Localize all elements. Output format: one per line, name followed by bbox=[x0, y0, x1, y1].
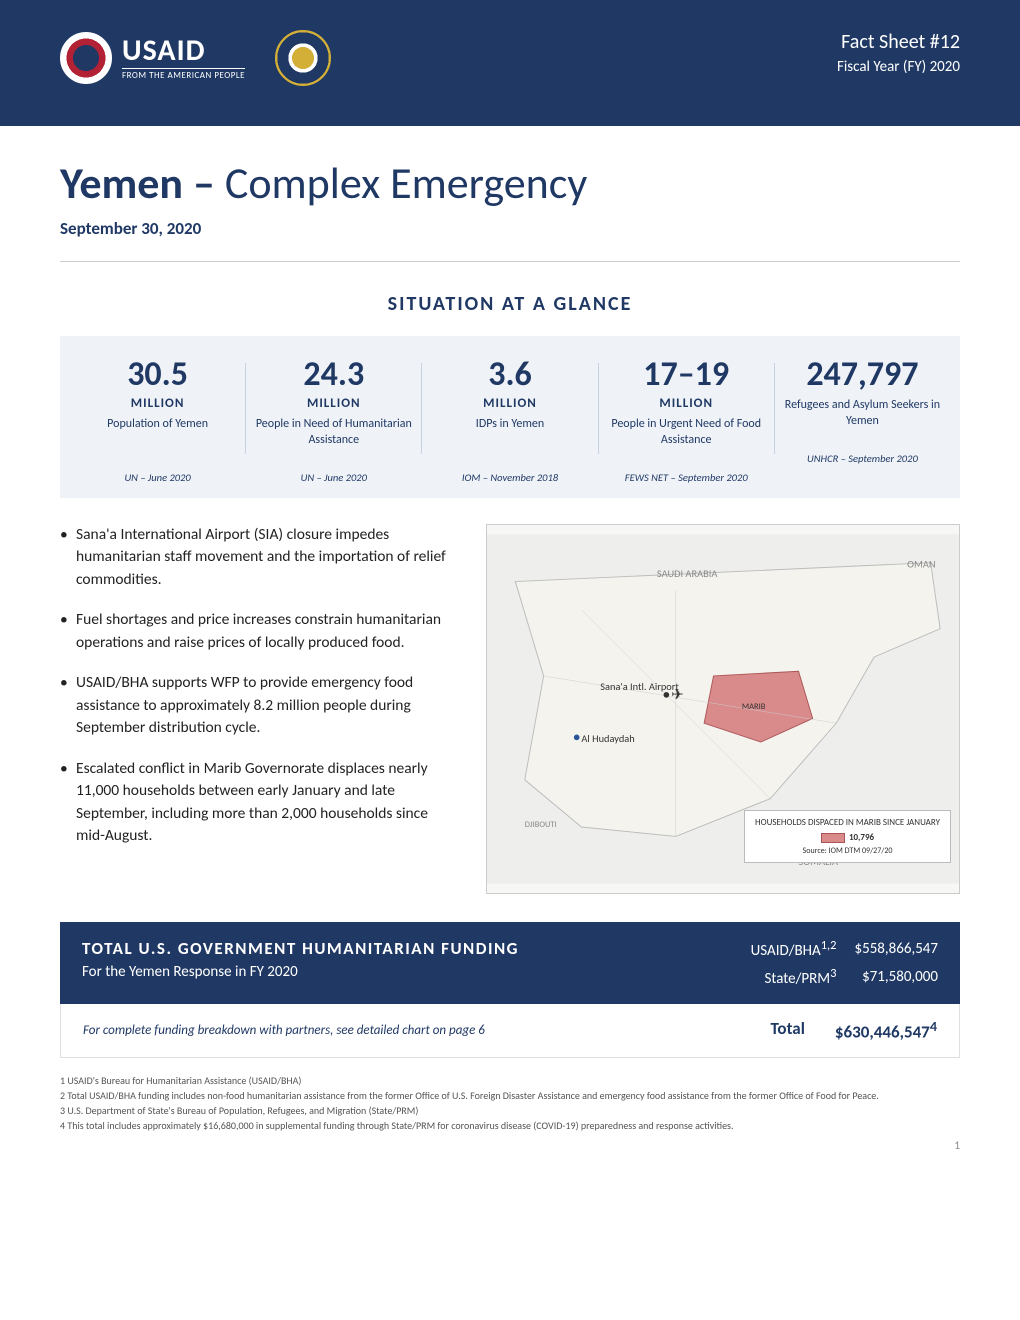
stat-label: Population of Yemen bbox=[78, 417, 237, 457]
stat-value: 24.3 bbox=[254, 358, 413, 392]
map-label-oman: OMAN bbox=[907, 557, 935, 570]
header-meta: Fact Sheet #12 Fiscal Year (FY) 2020 bbox=[837, 30, 960, 76]
stat-label: People in Need of Humanitarian Assistanc… bbox=[254, 417, 413, 457]
stat-value: 247,797 bbox=[783, 358, 942, 392]
funding-row-label: USAID/BHA1,2 bbox=[751, 938, 837, 960]
stat-source: UN – June 2020 bbox=[254, 471, 413, 484]
footnote: 1 USAID's Bureau for Humanitarian Assist… bbox=[60, 1074, 960, 1088]
page-number: 1 bbox=[60, 1139, 960, 1152]
bullet-item: Fuel shortages and price increases const… bbox=[60, 609, 456, 654]
funding-total-label: Total bbox=[770, 1018, 804, 1043]
map-label-saudi: SAUDI ARABIA bbox=[657, 567, 717, 580]
stat-label: IDPs in Yemen bbox=[430, 417, 589, 457]
stat-value: 30.5 bbox=[78, 358, 237, 392]
bullet-item: USAID/BHA supports WFP to provide emerge… bbox=[60, 672, 456, 739]
map-city-marib: MARIB bbox=[742, 702, 766, 712]
state-dept-seal-icon bbox=[275, 30, 331, 86]
glance-item: 3.6 MILLION IDPs in Yemen IOM – November… bbox=[422, 358, 597, 484]
header-bar: USAID FROM THE AMERICAN PEOPLE Fact Shee… bbox=[0, 0, 1020, 126]
legend-source: Source: IOM DTM 09/27/20 bbox=[755, 846, 940, 856]
title-country: Yemen – bbox=[60, 156, 225, 210]
stat-unit: MILLION bbox=[607, 396, 766, 411]
usaid-logo: USAID FROM THE AMERICAN PEOPLE bbox=[60, 32, 245, 84]
svg-text:✈: ✈ bbox=[671, 687, 684, 705]
stat-unit: MILLION bbox=[430, 396, 589, 411]
glance-panel: 30.5 MILLION Population of Yemen UN – Ju… bbox=[60, 336, 960, 498]
map-legend: HOUSEHOLDS DISPACED IN MARIB SINCE JANUA… bbox=[744, 810, 951, 863]
funding-subtitle: For the Yemen Response in FY 2020 bbox=[82, 963, 519, 981]
legend-value: 10,796 bbox=[849, 832, 874, 843]
stat-label: Refugees and Asylum Seekers in Yemen bbox=[783, 398, 942, 438]
funding-row-label: State/PRM3 bbox=[751, 966, 837, 988]
funding-title: TOTAL U.S. GOVERNMENT HUMANITARIAN FUNDI… bbox=[82, 938, 519, 959]
footnote: 4 This total includes approximately $16,… bbox=[60, 1119, 960, 1133]
footnotes: 1 USAID's Bureau for Humanitarian Assist… bbox=[60, 1074, 960, 1133]
factsheet-number: Fact Sheet #12 bbox=[837, 30, 960, 54]
stat-unit: MILLION bbox=[254, 396, 413, 411]
footnote: 3 U.S. Department of State's Bureau of P… bbox=[60, 1104, 960, 1118]
glance-heading: SITUATION AT A GLANCE bbox=[60, 292, 960, 316]
stat-value: 3.6 bbox=[430, 358, 589, 392]
funding-amounts: USAID/BHA1,2 $558,866,547 State/PRM3 $71… bbox=[751, 938, 938, 988]
funding-row-amount: $71,580,000 bbox=[854, 968, 938, 986]
funding-panel: TOTAL U.S. GOVERNMENT HUMANITARIAN FUNDI… bbox=[60, 922, 960, 1004]
glance-item: 17–19 MILLION People in Urgent Need of F… bbox=[599, 358, 774, 484]
funding-total-row: For complete funding breakdown with part… bbox=[60, 1004, 960, 1058]
report-date: September 30, 2020 bbox=[60, 218, 960, 239]
funding-total-note: For complete funding breakdown with part… bbox=[83, 1023, 485, 1038]
glance-item: 30.5 MILLION Population of Yemen UN – Ju… bbox=[70, 358, 245, 484]
glance-item: 247,797 Refugees and Asylum Seekers in Y… bbox=[775, 358, 950, 484]
bullet-item: Escalated conflict in Marib Governorate … bbox=[60, 758, 456, 848]
stat-label: People in Urgent Need of Food Assistance bbox=[607, 417, 766, 457]
funding-total-amount: $630,446,5474 bbox=[835, 1018, 937, 1043]
stat-source: UNHCR – September 2020 bbox=[783, 452, 942, 465]
funding-row-amount: $558,866,547 bbox=[854, 940, 938, 958]
footnote: 2 Total USAID/BHA funding includes non-f… bbox=[60, 1089, 960, 1103]
glance-item: 24.3 MILLION People in Need of Humanitar… bbox=[246, 358, 421, 484]
usaid-name: USAID bbox=[122, 36, 245, 66]
usaid-seal-icon bbox=[60, 32, 112, 84]
map-label-djibouti: DJIBOUTI bbox=[525, 820, 557, 830]
legend-title: HOUSEHOLDS DISPACED IN MARIB SINCE JANUA… bbox=[755, 817, 940, 829]
stat-unit: MILLION bbox=[78, 396, 237, 411]
stat-source: UN – June 2020 bbox=[78, 471, 237, 484]
stat-source: FEWS NET – September 2020 bbox=[607, 471, 766, 484]
stat-value: 17–19 bbox=[607, 358, 766, 392]
fiscal-year: Fiscal Year (FY) 2020 bbox=[837, 58, 960, 76]
page-title: Yemen – Complex Emergency bbox=[60, 156, 960, 210]
map-city-sanaa: Sana'a Intl. Airport bbox=[600, 680, 679, 693]
bullet-item: Sana'a International Airport (SIA) closu… bbox=[60, 524, 456, 591]
divider bbox=[60, 261, 960, 262]
title-type: Complex Emergency bbox=[225, 156, 587, 210]
logo-group: USAID FROM THE AMERICAN PEOPLE bbox=[60, 30, 331, 86]
map-city-hudaydah: Al Hudaydah bbox=[581, 732, 634, 745]
stat-source: IOM – November 2018 bbox=[430, 471, 589, 484]
bullet-list: Sana'a International Airport (SIA) closu… bbox=[60, 524, 456, 894]
map-panel: SAUDI ARABIA OMAN SOMALIA DJIBOUTI Sana'… bbox=[486, 524, 960, 894]
usaid-tagline: FROM THE AMERICAN PEOPLE bbox=[122, 68, 245, 80]
